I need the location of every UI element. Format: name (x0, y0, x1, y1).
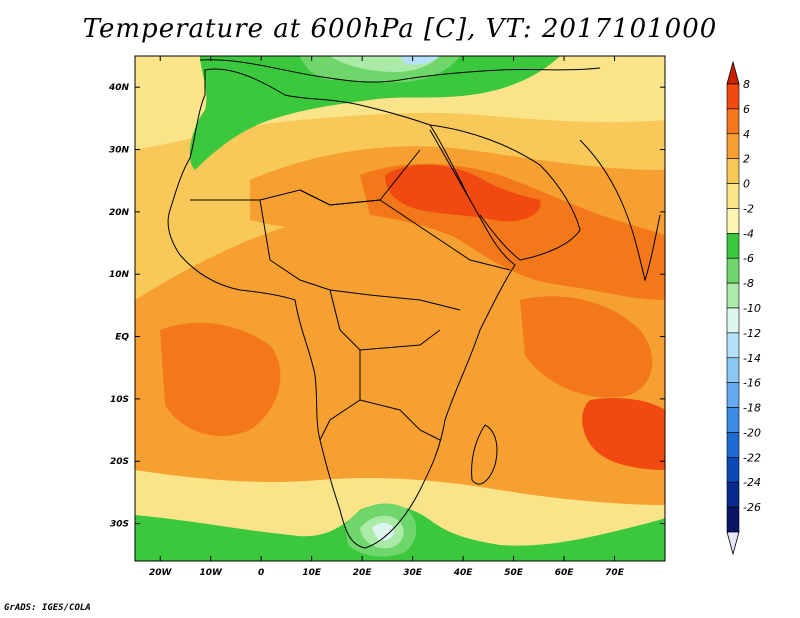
colorbar-segment (726, 481, 740, 508)
grads-credit: GrADS: IGES/COLA (4, 603, 91, 613)
colorbar-label: -10 (743, 302, 761, 315)
colorbar-label: -24 (743, 476, 761, 489)
lat-tick-label: 30S (110, 520, 129, 530)
colorbar-label: -16 (743, 377, 761, 390)
lon-tick-label: 40E (453, 568, 474, 578)
colorbar-label: -6 (743, 252, 754, 265)
madagascar-coastline (471, 424, 498, 485)
colorbar-segment (726, 133, 740, 159)
colorbar-label: -14 (743, 352, 761, 365)
lon-tick-label: 0 (258, 568, 264, 578)
temperature-field (135, 56, 665, 561)
lon-tick-label: 10E (302, 568, 322, 578)
colorbar-label: -12 (743, 327, 761, 340)
field-red-sea-hot (385, 164, 541, 222)
colorbar-segment (726, 83, 740, 110)
colorbar-segment (726, 357, 740, 383)
coastlines (167, 59, 661, 549)
lat-tick-label: 30N (109, 146, 130, 156)
colorbar-label: -18 (743, 402, 761, 415)
colorbar-segment (726, 506, 740, 533)
lon-tick-label: 20E (353, 568, 373, 578)
colorbar-segment (726, 457, 740, 483)
lat-tick-label: 10N (109, 270, 130, 280)
field-mediterranean-green (189, 56, 560, 170)
field-south-cyan (372, 522, 395, 541)
lat-tick-label: 10S (110, 395, 129, 405)
colorbar-top-triangle (726, 60, 740, 85)
colorbar-label: -2 (743, 202, 754, 215)
field-west-ocean-warm (160, 322, 281, 436)
lon-tick-label: 10W (199, 568, 223, 578)
arabia-coastline (429, 124, 581, 261)
europe-coastline (199, 59, 601, 83)
colorbar-label: -26 (743, 501, 761, 514)
lat-tick-label: 20S (110, 457, 129, 467)
colorbar-segment (726, 282, 740, 309)
lon-tick-label: 50E (504, 568, 524, 578)
colorbar-label: 8 (743, 78, 750, 91)
colorbar-segment (726, 183, 740, 209)
field-indian-ocean-hot (582, 398, 665, 470)
colorbar-segment (726, 432, 740, 458)
colorbar-label: 6 (743, 103, 750, 116)
lon-tick-label: 70E (605, 568, 625, 578)
colorbar-label: 2 (743, 153, 750, 166)
colorbar-label: 4 (743, 128, 750, 141)
colorbar-segment (726, 257, 740, 284)
lat-tick-label: 20N (109, 208, 130, 218)
colorbar-segment (726, 382, 740, 408)
plot-frame (134, 55, 666, 562)
colorbar-label: -8 (743, 277, 754, 290)
colorbar-segment (726, 307, 740, 334)
lon-tick-label: 30E (403, 568, 423, 578)
colorbar-label: -20 (743, 426, 761, 439)
india-coastline (579, 139, 661, 282)
field-mediterranean-cyan (400, 56, 440, 65)
colorbar-segment (726, 407, 740, 433)
colorbar-segment (726, 158, 740, 184)
colorbar-segment (726, 332, 740, 359)
field-east-ocean-warm (520, 296, 653, 398)
colorbar-segment (726, 233, 740, 259)
longitude-axis: 20W 10W 0 10E 20E 30E 40E 50E 60E 70E (149, 56, 625, 578)
colorbar: 8 6 4 2 0 -2 -4 -6 -8 -10 -12 -14 -16 -18 -20 -22 -24 -26 (726, 60, 761, 556)
colorbar-label: -4 (743, 227, 754, 240)
africa-coastline (167, 68, 516, 549)
map-title: Temperature at 600hPa [C], VT: 201710100… (82, 14, 718, 44)
colorbar-segment (726, 108, 740, 135)
colorbar-segment (726, 208, 740, 234)
colorbar-bottom-triangle (726, 531, 740, 556)
lon-tick-label: 20W (149, 568, 173, 578)
lat-tick-label: 40N (108, 83, 130, 93)
country-borders (190, 189, 511, 441)
colorbar-label: 0 (743, 178, 750, 191)
latitude-axis: 40N 30N 20N 10N EQ 10S 20S 30S (108, 83, 665, 530)
lat-tick-label: EQ (115, 333, 129, 343)
lon-tick-label: 60E (555, 568, 575, 578)
colorbar-label: -22 (743, 451, 761, 464)
